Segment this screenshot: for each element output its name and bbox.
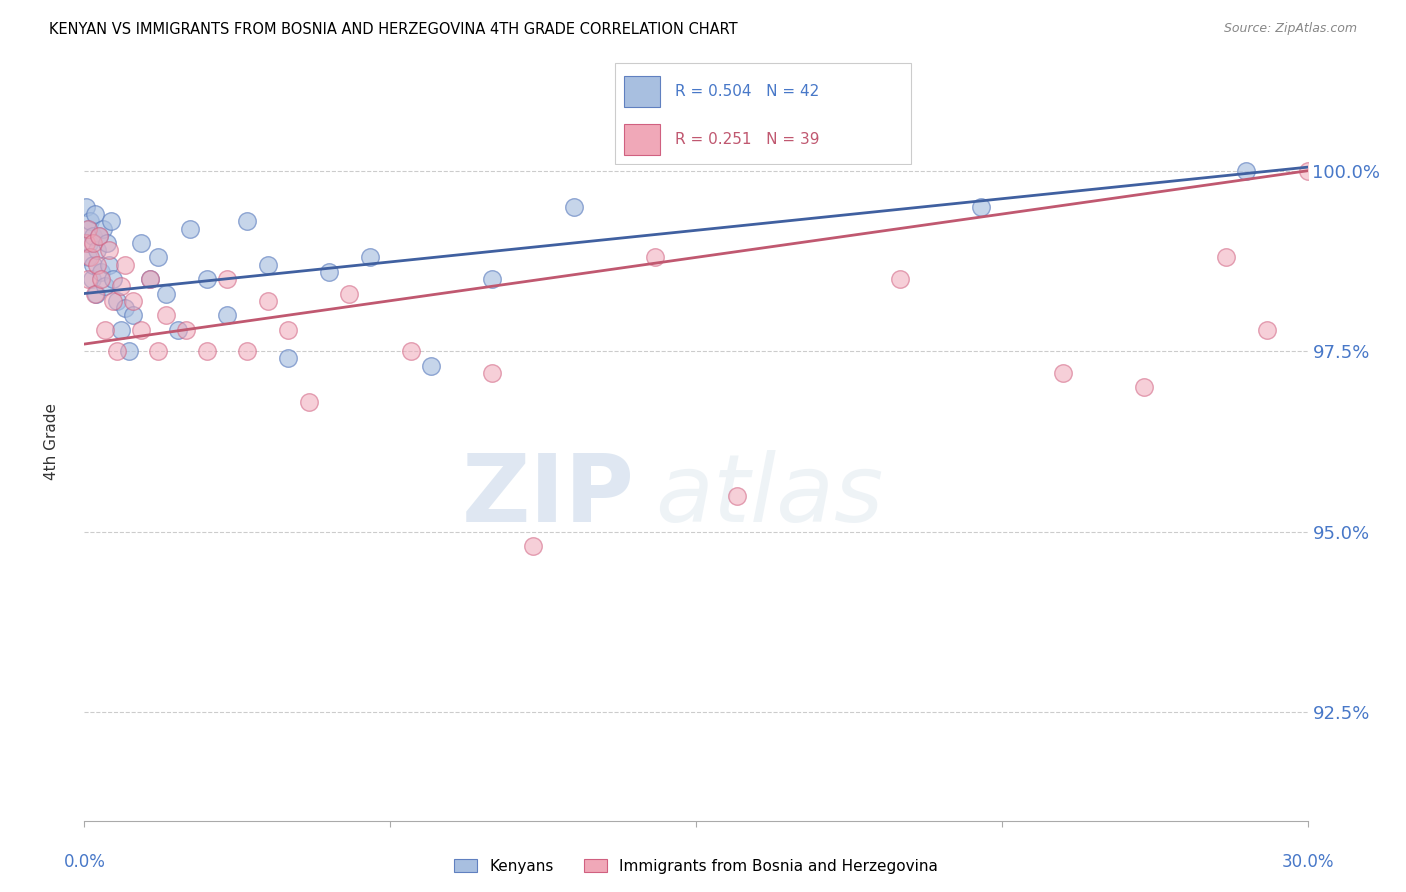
Point — [644, 251, 666, 265]
Point — [562, 200, 585, 214]
Point — [1133, 380, 1156, 394]
Point — [1256, 323, 1278, 337]
Point — [82, 235, 104, 250]
Point — [80, 272, 103, 286]
Point — [76, 221, 98, 235]
Point — [83, 286, 105, 301]
Point — [277, 351, 299, 366]
Point — [122, 308, 145, 322]
Point — [1052, 366, 1074, 380]
Point — [146, 344, 169, 359]
Text: R = 0.504   N = 42: R = 0.504 N = 42 — [675, 84, 820, 99]
Point — [277, 323, 299, 337]
Point — [217, 272, 239, 286]
Point — [138, 272, 160, 286]
FancyBboxPatch shape — [614, 63, 911, 164]
Legend: Kenyans, Immigrants from Bosnia and Herzegovina: Kenyans, Immigrants from Bosnia and Herz… — [446, 851, 946, 881]
Point — [77, 235, 100, 250]
Point — [155, 308, 177, 322]
Point — [1236, 163, 1258, 178]
Point — [970, 200, 993, 214]
Point — [889, 272, 911, 286]
Point — [179, 221, 201, 235]
Point — [93, 279, 115, 293]
Point — [725, 489, 748, 503]
Point — [84, 286, 107, 301]
Text: 0.0%: 0.0% — [63, 853, 105, 871]
Point — [77, 221, 100, 235]
Point — [110, 323, 132, 337]
Text: Source: ZipAtlas.com: Source: ZipAtlas.com — [1223, 22, 1357, 36]
Point — [195, 344, 218, 359]
Point — [87, 228, 110, 243]
Point — [146, 251, 169, 265]
Point — [1215, 251, 1237, 265]
Point — [101, 293, 124, 308]
Point — [155, 286, 177, 301]
Point — [110, 279, 132, 293]
Point — [257, 258, 280, 272]
Point — [77, 251, 100, 265]
Point — [100, 214, 122, 228]
Point — [83, 207, 105, 221]
Point — [90, 272, 112, 286]
Point — [76, 272, 98, 286]
Point — [97, 258, 120, 272]
Point — [91, 221, 114, 235]
Point — [86, 258, 108, 272]
Text: 30.0%: 30.0% — [1281, 853, 1334, 871]
Point — [101, 272, 124, 286]
Point — [481, 272, 503, 286]
Point — [298, 394, 321, 409]
Point — [97, 243, 120, 257]
Point — [114, 301, 136, 315]
Point — [86, 243, 108, 257]
Point — [105, 344, 128, 359]
Text: atlas: atlas — [655, 450, 883, 541]
Point — [79, 214, 101, 228]
Text: KENYAN VS IMMIGRANTS FROM BOSNIA AND HERZEGOVINA 4TH GRADE CORRELATION CHART: KENYAN VS IMMIGRANTS FROM BOSNIA AND HER… — [49, 22, 738, 37]
Point — [1296, 163, 1319, 178]
FancyBboxPatch shape — [624, 76, 659, 106]
Text: ZIP: ZIP — [463, 450, 636, 541]
Point — [420, 359, 443, 373]
Point — [359, 251, 381, 265]
Point — [82, 228, 104, 243]
Point — [138, 272, 160, 286]
Point — [399, 344, 422, 359]
Point — [481, 366, 503, 380]
Point — [93, 323, 115, 337]
Point — [75, 235, 97, 250]
Point — [131, 235, 153, 250]
FancyBboxPatch shape — [624, 124, 659, 155]
Point — [118, 344, 141, 359]
Point — [131, 323, 153, 337]
Text: 4th Grade: 4th Grade — [44, 403, 59, 480]
Point — [318, 265, 340, 279]
Point — [114, 258, 136, 272]
Point — [75, 200, 97, 214]
Point — [90, 265, 112, 279]
Point — [236, 344, 259, 359]
Point — [236, 214, 259, 228]
Point — [522, 539, 544, 553]
Point — [217, 308, 239, 322]
Point — [339, 286, 361, 301]
Point — [105, 293, 128, 308]
Text: R = 0.251   N = 39: R = 0.251 N = 39 — [675, 132, 820, 147]
Point — [82, 258, 104, 272]
Point — [96, 235, 118, 250]
Point — [122, 293, 145, 308]
Point — [79, 251, 101, 265]
Point — [195, 272, 218, 286]
Point — [257, 293, 280, 308]
Point — [174, 323, 197, 337]
Point — [167, 323, 190, 337]
Point — [87, 228, 110, 243]
